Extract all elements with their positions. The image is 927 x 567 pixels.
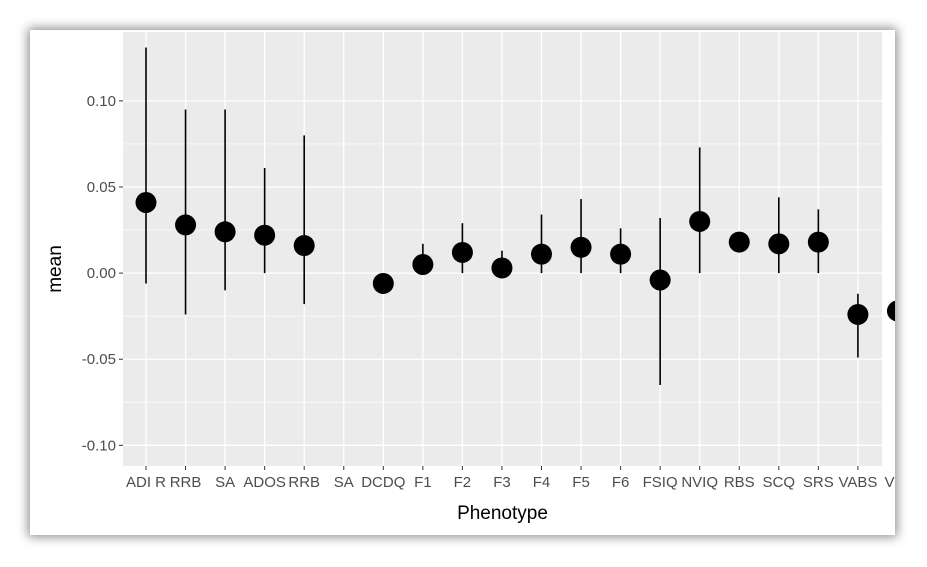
data-point xyxy=(768,233,790,255)
data-point xyxy=(175,214,197,236)
data-point xyxy=(847,303,869,325)
data-point xyxy=(412,254,434,275)
x-tick-label: VIQ xyxy=(885,474,895,491)
x-tick-label: F2 xyxy=(454,474,472,491)
y-tick-label: 0.00 xyxy=(87,265,116,282)
chart-frame: 0.10 0.05 0.00 -0.05 -0.10 ADI R RRB SA ADOS RRB S… xyxy=(30,30,895,535)
y-tick-label: 0.10 xyxy=(87,93,116,110)
data-point xyxy=(610,243,632,265)
data-point xyxy=(214,221,236,243)
x-axis-title: Phenotype xyxy=(457,503,548,524)
x-tick-label: F4 xyxy=(533,474,551,491)
x-tick-label: ADI R xyxy=(126,474,166,491)
x-tick-label: VABS xyxy=(838,474,877,491)
x-tick-label: RBS xyxy=(724,474,755,491)
x-tick-label: F6 xyxy=(612,474,630,491)
data-point xyxy=(689,210,711,232)
data-point xyxy=(254,224,276,246)
x-tick-label: DCDQ xyxy=(361,474,405,491)
data-point xyxy=(531,243,552,265)
data-point xyxy=(491,257,513,279)
y-axis-title: mean xyxy=(45,245,66,293)
x-tick-label: F1 xyxy=(414,474,432,491)
x-tick-label: SRS xyxy=(803,474,834,491)
y-tick-label: -0.05 xyxy=(82,351,116,368)
x-tick-label: SA xyxy=(334,474,354,491)
x-tick-label: F3 xyxy=(493,474,511,491)
x-tick-label: RRB xyxy=(170,474,202,491)
x-tick-label: RRB xyxy=(288,474,320,491)
x-tick-label: NVIQ xyxy=(681,474,718,491)
data-point xyxy=(451,241,473,263)
data-point xyxy=(649,269,671,291)
data-point xyxy=(886,300,895,322)
x-tick-label: FSIQ xyxy=(643,474,678,491)
data-point xyxy=(728,231,750,253)
y-tick-label: 0.05 xyxy=(87,179,116,196)
x-tick-label: F5 xyxy=(572,474,590,491)
data-point xyxy=(570,236,592,258)
data-point xyxy=(372,272,394,294)
data-point xyxy=(293,235,315,257)
data-point xyxy=(807,231,829,253)
x-tick-label: SCQ xyxy=(763,474,796,491)
data-marks xyxy=(135,47,895,386)
x-tick-label: ADOS xyxy=(243,474,286,491)
y-tick-label: -0.10 xyxy=(82,437,116,454)
data-point xyxy=(135,192,157,213)
x-tick-label: SA xyxy=(215,474,235,491)
